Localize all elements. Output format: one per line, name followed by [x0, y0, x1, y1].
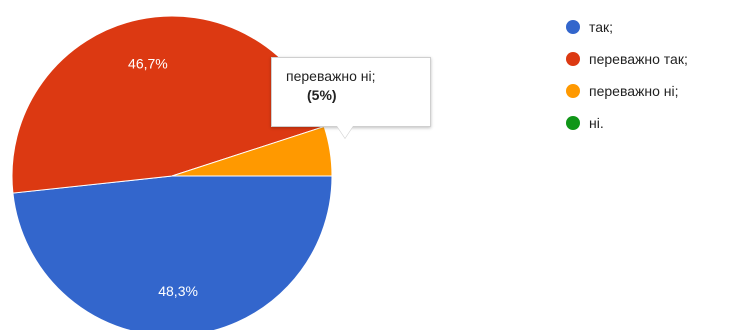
legend-label-perevazhno-ni: переважно ні;: [589, 83, 679, 99]
tooltip-value: (5%): [307, 87, 337, 103]
legend-item-perevazhno-tak[interactable]: переважно так;: [566, 47, 688, 71]
tooltip-pointer: [337, 126, 353, 138]
legend-item-perevazhno-ni[interactable]: переважно ні;: [566, 79, 688, 103]
legend-label-ni: ні.: [589, 115, 604, 131]
legend-swatch-tak: [566, 20, 580, 34]
legend-swatch-perevazhno-tak: [566, 52, 580, 66]
chart-legend: так; переважно так; переважно ні; ні.: [566, 15, 688, 143]
slice-tooltip: переважно ні; (5%): [271, 57, 431, 127]
legend-swatch-ni: [566, 116, 580, 130]
slice-label-perevazhno-tak: 46,7%: [128, 55, 168, 71]
legend-swatch-perevazhno-ni: [566, 84, 580, 98]
tooltip-category: переважно ні;: [286, 68, 376, 84]
legend-item-tak[interactable]: так;: [566, 15, 688, 39]
legend-label-perevazhno-tak: переважно так;: [589, 51, 688, 67]
slice-label-tak: 48,3%: [158, 283, 198, 299]
legend-item-ni[interactable]: ні.: [566, 111, 688, 135]
legend-label-tak: так;: [589, 19, 614, 35]
pie-slice-tak[interactable]: [12, 175, 333, 330]
